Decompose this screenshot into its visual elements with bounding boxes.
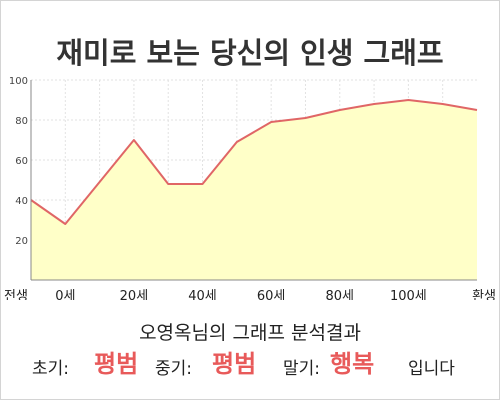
x-tick-label: 60세 [257,289,286,300]
early-value: 평범 [94,350,139,378]
late-value: 행복 [330,350,375,378]
x-tick-label: 20세 [120,289,149,300]
y-tick-label: 80 [15,116,28,127]
result-summary: 초기: 평범 중기: 평범 말기: 행복 입니다 [0,344,500,384]
y-tick-label: 60 [15,156,28,167]
life-area [31,100,477,280]
x-tick-label: 80세 [326,289,355,300]
result-heading: 오영옥님의 그래프 분석결과 [139,322,361,344]
x-tick-label: 전생 [4,289,28,300]
page-title: 재미로 보는 당신의 인생 그래프 [56,36,444,70]
y-tick-label: 20 [15,236,28,247]
x-tick-label: 환생 [472,289,496,300]
x-tick-label: 100세 [390,289,427,300]
result-suffix: 입니다 [408,359,455,379]
late-label: 말기: [283,359,321,379]
life-graph-chart: 20 40 60 80 100 전생 0세 20세 40세 60세 80세 100세 환생 [4,76,496,300]
mid-label: 중기: [155,359,193,379]
life-line [30,99,478,225]
y-tick-label: 100 [9,76,28,87]
early-label: 초기: [32,359,70,379]
y-tick-label: 40 [15,196,28,207]
x-tick-label: 0세 [55,289,75,300]
x-tick-labels: 전생 0세 20세 40세 60세 80세 100세 환생 [4,289,496,300]
x-tick-label: 40세 [188,289,217,300]
mid-value: 평범 [212,350,257,378]
y-tick-labels: 20 40 60 80 100 [9,76,28,247]
